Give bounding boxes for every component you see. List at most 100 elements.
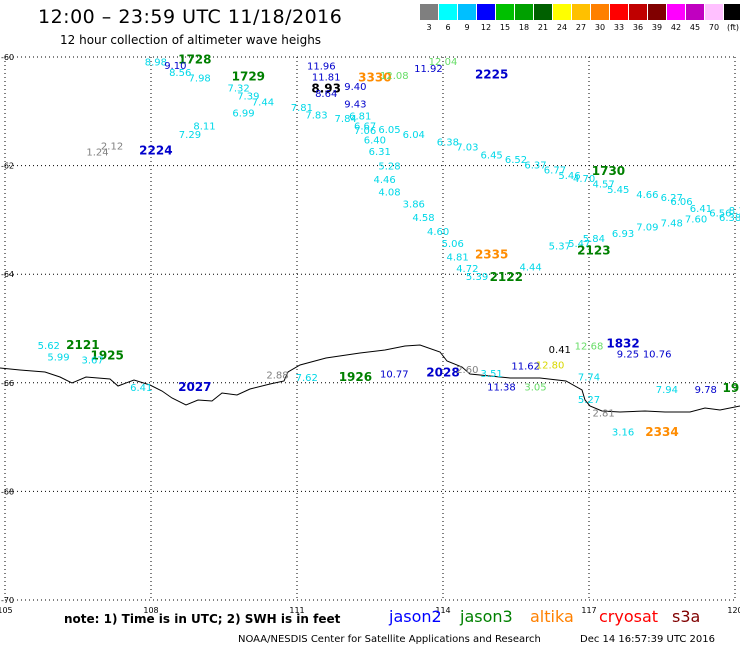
wave-height-label: 10.76: [643, 349, 672, 360]
page-subtitle: 12 hour collection of altimeter wave hei…: [60, 33, 322, 47]
satellite-legend-item: altika: [530, 607, 574, 626]
wave-height-label: 7.60: [685, 214, 707, 225]
pass-time-label: 1730: [592, 164, 625, 178]
x-tick-label: 117: [581, 606, 596, 615]
color-swatch: [496, 4, 515, 20]
wave-height-label: 6.31: [369, 147, 391, 158]
pass-time-label: 2122: [490, 270, 523, 284]
color-level-label: 21: [537, 23, 549, 32]
wave-height-label: 7.48: [661, 219, 683, 230]
wave-height-label: 6.93: [612, 229, 634, 240]
wave-height-label: 4.70: [573, 174, 595, 185]
color-swatch: [553, 4, 572, 20]
wave-height-label: 5.28: [378, 162, 400, 173]
color-swatch: [477, 4, 496, 20]
wave-height-label: 5.39: [466, 272, 488, 283]
wave-height-label: 4.81: [446, 252, 468, 263]
wave-height-label: 2.81: [592, 409, 614, 420]
color-level-label: 36: [632, 23, 644, 32]
wave-height-label: 8.17: [729, 206, 740, 217]
color-level-label: 33: [613, 23, 625, 32]
color-level-label: 30: [594, 23, 606, 32]
wave-height-label: 6.45: [481, 151, 503, 162]
x-tick-label: 108: [143, 606, 158, 615]
wave-height-label: 12.80: [536, 360, 565, 371]
wave-height-label: 8.11: [193, 121, 215, 132]
pass-time-label: 3330: [358, 71, 391, 85]
wave-height-label: 4.46: [373, 175, 395, 186]
wave-height-label: 7.03: [456, 143, 478, 154]
wave-height-label: 5.47: [568, 239, 590, 250]
color-swatch: [724, 4, 740, 20]
wave-height-label: 6.56: [709, 208, 731, 219]
wave-height-label: 3.05: [524, 383, 546, 394]
wave-height-label: 8.56: [169, 68, 191, 79]
wave-height-label: 7.32: [227, 83, 249, 94]
wave-height-label: 5.99: [47, 353, 69, 364]
wave-height-label: 6.77: [544, 165, 566, 176]
footer-note: note: 1) Time is in UTC; 2) SWH is in fe…: [64, 612, 341, 626]
wave-height-label: 4.58: [412, 213, 434, 224]
y-tick-label: -60: [1, 53, 14, 62]
wave-height-label: 7.39: [237, 92, 259, 103]
satellite-legend-item: cryosat: [599, 607, 659, 626]
y-tick-label: -68: [1, 487, 14, 496]
color-level-label: 9: [464, 23, 470, 32]
satellite-legend-item: jason2: [389, 607, 442, 626]
color-level-label: 12: [480, 23, 492, 32]
wave-height-label: 7.29: [179, 130, 201, 141]
wave-height-label: 9.40: [344, 82, 366, 93]
wave-height-label: 5.46: [558, 171, 580, 182]
wave-height-label: 6.41: [690, 204, 712, 215]
wave-height-label: 7.94: [656, 385, 678, 396]
wave-height-label: 3.67: [81, 355, 103, 366]
color-swatch: [458, 4, 477, 20]
credit-text: NOAA/NESDIS Center for Satellite Applica…: [238, 634, 541, 645]
pass-time-label: 1926: [339, 370, 372, 384]
wave-height-label: 11.38: [487, 383, 516, 394]
wave-height-label: 5.62: [38, 341, 60, 352]
wave-height-label: 6.04: [403, 130, 425, 141]
pass-time-label: 2225: [475, 67, 508, 81]
y-tick-label: -66: [1, 379, 14, 388]
color-swatch: [705, 4, 724, 20]
y-tick-label: -70: [1, 596, 14, 605]
wave-height-label: 4.66: [636, 190, 658, 201]
wave-height-label: 7.44: [252, 98, 274, 109]
color-level-label: 27: [575, 23, 587, 32]
wave-height-label: 9.25: [617, 349, 639, 360]
wave-height-label: 9.78: [695, 385, 717, 396]
wave-height-label: 9.43: [344, 100, 366, 111]
wave-height-label: 10.77: [380, 370, 409, 381]
pass-time-label: 8.93: [311, 81, 341, 95]
wave-height-label: 6.41: [130, 383, 152, 394]
wave-height-label: 12.04: [429, 57, 458, 68]
color-level-label: 70: [708, 23, 720, 32]
wave-height-label: 7.83: [305, 111, 327, 122]
satellite-legend-item: s3a: [672, 607, 701, 626]
wave-height-label: 2.60: [456, 365, 478, 376]
wave-height-label: 7.06: [354, 126, 376, 137]
y-tick-label: -64: [1, 270, 14, 279]
wave-height-label: 3.51: [481, 369, 503, 380]
pass-time-label: 1729: [232, 70, 265, 84]
pass-time-label: 2335: [475, 248, 508, 262]
wave-height-label: 5.84: [583, 234, 605, 245]
x-tick-label: 105: [0, 606, 13, 615]
wave-height-label: 11.92: [414, 64, 443, 75]
wave-height-label: 6.99: [232, 108, 254, 119]
x-tick-label: 120: [727, 606, 740, 615]
x-tick-label: 111: [289, 606, 304, 615]
wave-height-label: 2.12: [101, 142, 123, 153]
color-level-label: 42: [670, 23, 682, 32]
coastline: [0, 344, 740, 413]
wave-height-label: 8.64: [315, 89, 337, 100]
wave-height-label: 8.98: [145, 57, 167, 68]
pass-time-label: 2224: [139, 143, 172, 157]
color-level-label: 45: [689, 23, 701, 32]
wave-height-label: 9.10: [164, 61, 186, 72]
wave-height-label: 4.72: [456, 264, 478, 275]
wave-height-label: 5.37: [549, 241, 571, 252]
color-level-label: 24: [556, 23, 568, 32]
